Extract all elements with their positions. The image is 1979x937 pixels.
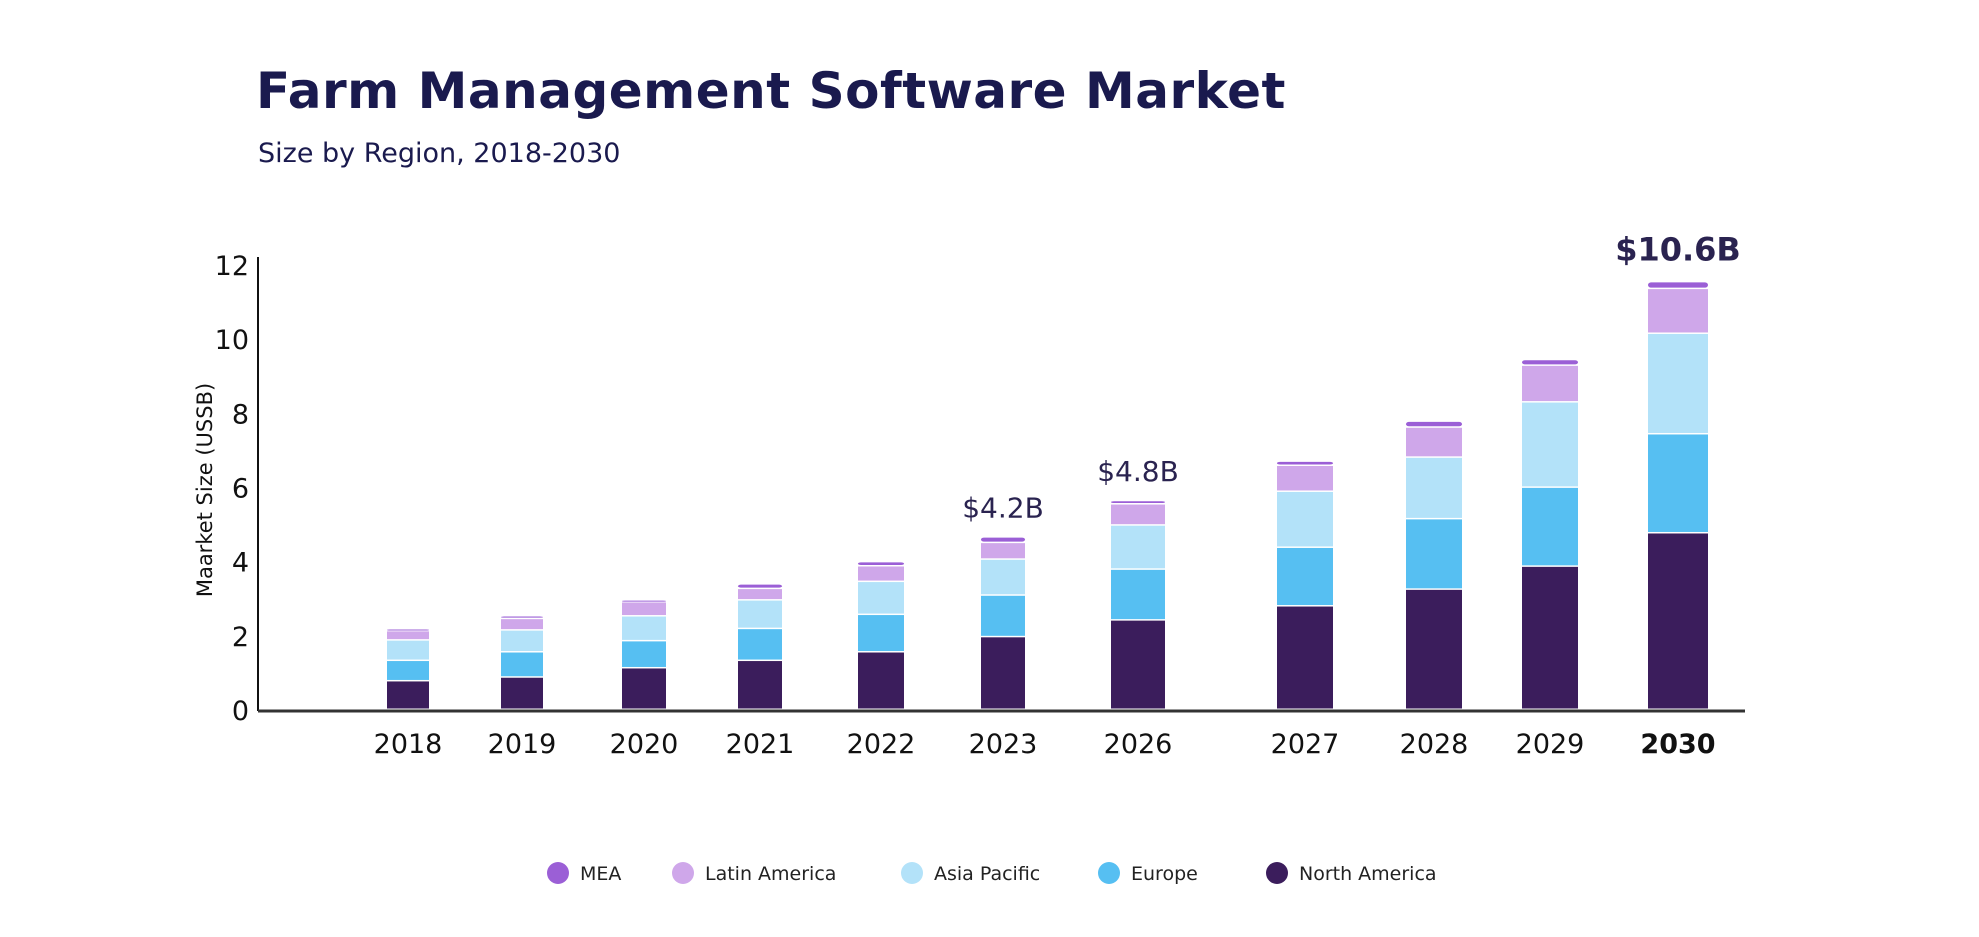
bar-segment-asia-pacific xyxy=(387,640,429,660)
bar-segment-asia-pacific xyxy=(1522,402,1578,487)
bar-segment-north-america xyxy=(501,677,543,709)
bar-segment-mea xyxy=(622,600,666,602)
bar-segment-north-america xyxy=(981,637,1025,709)
bar-segment-latin-america xyxy=(981,543,1025,559)
y-tick-label: 8 xyxy=(232,399,249,430)
legend-marker xyxy=(672,862,694,884)
bar-segment-north-america xyxy=(387,681,429,709)
bar-segment-asia-pacific xyxy=(1277,491,1333,547)
bar-segment-latin-america xyxy=(1522,365,1578,402)
bar-segment-asia-pacific xyxy=(738,600,782,628)
bar-segment-asia-pacific xyxy=(1406,457,1462,518)
bar-segment-asia-pacific xyxy=(501,630,543,652)
bar-segment-north-america xyxy=(1648,533,1708,709)
legend-label: MEA xyxy=(580,863,621,885)
x-tick-label: 2027 xyxy=(1271,729,1340,760)
x-tick-label: 2026 xyxy=(1104,729,1173,760)
bar-segment-asia-pacific xyxy=(1648,333,1708,433)
bar-segment-mea xyxy=(387,629,429,631)
bar-segment-north-america xyxy=(1406,589,1462,709)
x-tick-label: 2019 xyxy=(488,729,557,760)
chart-subtitle: Size by Region, 2018-2030 xyxy=(258,138,621,169)
y-tick-label: 6 xyxy=(232,474,249,505)
y-tick-label: 12 xyxy=(215,251,249,282)
bar-segment-mea xyxy=(1406,421,1462,427)
chart-title: Farm Management Software Market xyxy=(256,62,1286,120)
bar-segment-europe xyxy=(622,641,666,667)
bar-segment-latin-america xyxy=(738,589,782,600)
bar-segment-europe xyxy=(738,629,782,660)
y-tick-label: 0 xyxy=(232,696,249,727)
y-tick-label: 2 xyxy=(232,622,249,653)
y-tick-label: 4 xyxy=(232,548,249,579)
bar-segment-mea xyxy=(1522,360,1578,365)
legend-marker xyxy=(1266,862,1288,884)
x-tick-label: 2018 xyxy=(374,729,443,760)
legend-marker xyxy=(547,862,569,884)
x-tick-label: 2030 xyxy=(1640,729,1715,760)
bar-segment-north-america xyxy=(622,668,666,709)
bar-segment-latin-america xyxy=(1277,465,1333,491)
bar-segment-north-america xyxy=(1522,566,1578,709)
bar-segment-mea xyxy=(738,584,782,588)
y-axis-label: Maarket Size (USSB) xyxy=(193,383,217,597)
x-tick-label: 2029 xyxy=(1516,729,1585,760)
bar-segment-latin-america xyxy=(1648,289,1708,333)
bar-segment-north-america xyxy=(738,661,782,709)
bar-segment-europe xyxy=(1111,569,1165,620)
bar-segment-latin-america xyxy=(622,602,666,616)
bar-segment-north-america xyxy=(1277,606,1333,709)
bar-segment-asia-pacific xyxy=(1111,525,1165,569)
bar-segment-europe xyxy=(1277,547,1333,606)
total-label: $4.8B xyxy=(1097,455,1179,488)
bar-segment-europe xyxy=(1522,487,1578,566)
bar-segment-mea xyxy=(1277,461,1333,465)
legend-marker xyxy=(901,862,923,884)
bar-segment-europe xyxy=(858,615,904,652)
bar-segment-mea xyxy=(1648,282,1708,288)
bar-segment-north-america xyxy=(858,652,904,709)
bar-segment-mea xyxy=(1111,501,1165,504)
x-tick-label: 2021 xyxy=(726,729,795,760)
legend-marker xyxy=(1098,862,1120,884)
bar-segment-asia-pacific xyxy=(622,616,666,640)
bar-segment-europe xyxy=(1648,434,1708,532)
bar-segment-mea xyxy=(981,537,1025,542)
bar-segment-asia-pacific xyxy=(981,559,1025,595)
legend-label: Latin America xyxy=(705,863,836,885)
bar-segment-north-america xyxy=(1111,620,1165,709)
x-tick-label: 2020 xyxy=(610,729,679,760)
bar-segment-europe xyxy=(387,661,429,680)
x-tick-label: 2028 xyxy=(1400,729,1469,760)
y-tick-label: 10 xyxy=(215,325,249,356)
total-label: $10.6B xyxy=(1615,230,1741,268)
legend-label: Asia Pacific xyxy=(934,863,1040,885)
bar-segment-latin-america xyxy=(1111,504,1165,525)
bar-segment-latin-america xyxy=(1406,427,1462,457)
bar-segment-latin-america xyxy=(501,619,543,630)
bar-segment-asia-pacific xyxy=(858,582,904,614)
legend-label: Europe xyxy=(1131,863,1198,885)
bar-segment-europe xyxy=(501,652,543,677)
bar-segment-mea xyxy=(858,562,904,565)
bar-segment-latin-america xyxy=(387,631,429,640)
legend-label: North America xyxy=(1299,863,1437,885)
bar-segment-latin-america xyxy=(858,566,904,581)
x-tick-label: 2023 xyxy=(969,729,1038,760)
x-tick-label: 2022 xyxy=(847,729,916,760)
bar-segment-mea xyxy=(501,616,543,618)
bar-segment-europe xyxy=(981,595,1025,636)
total-label: $4.2B xyxy=(962,492,1044,525)
bar-segment-europe xyxy=(1406,519,1462,589)
